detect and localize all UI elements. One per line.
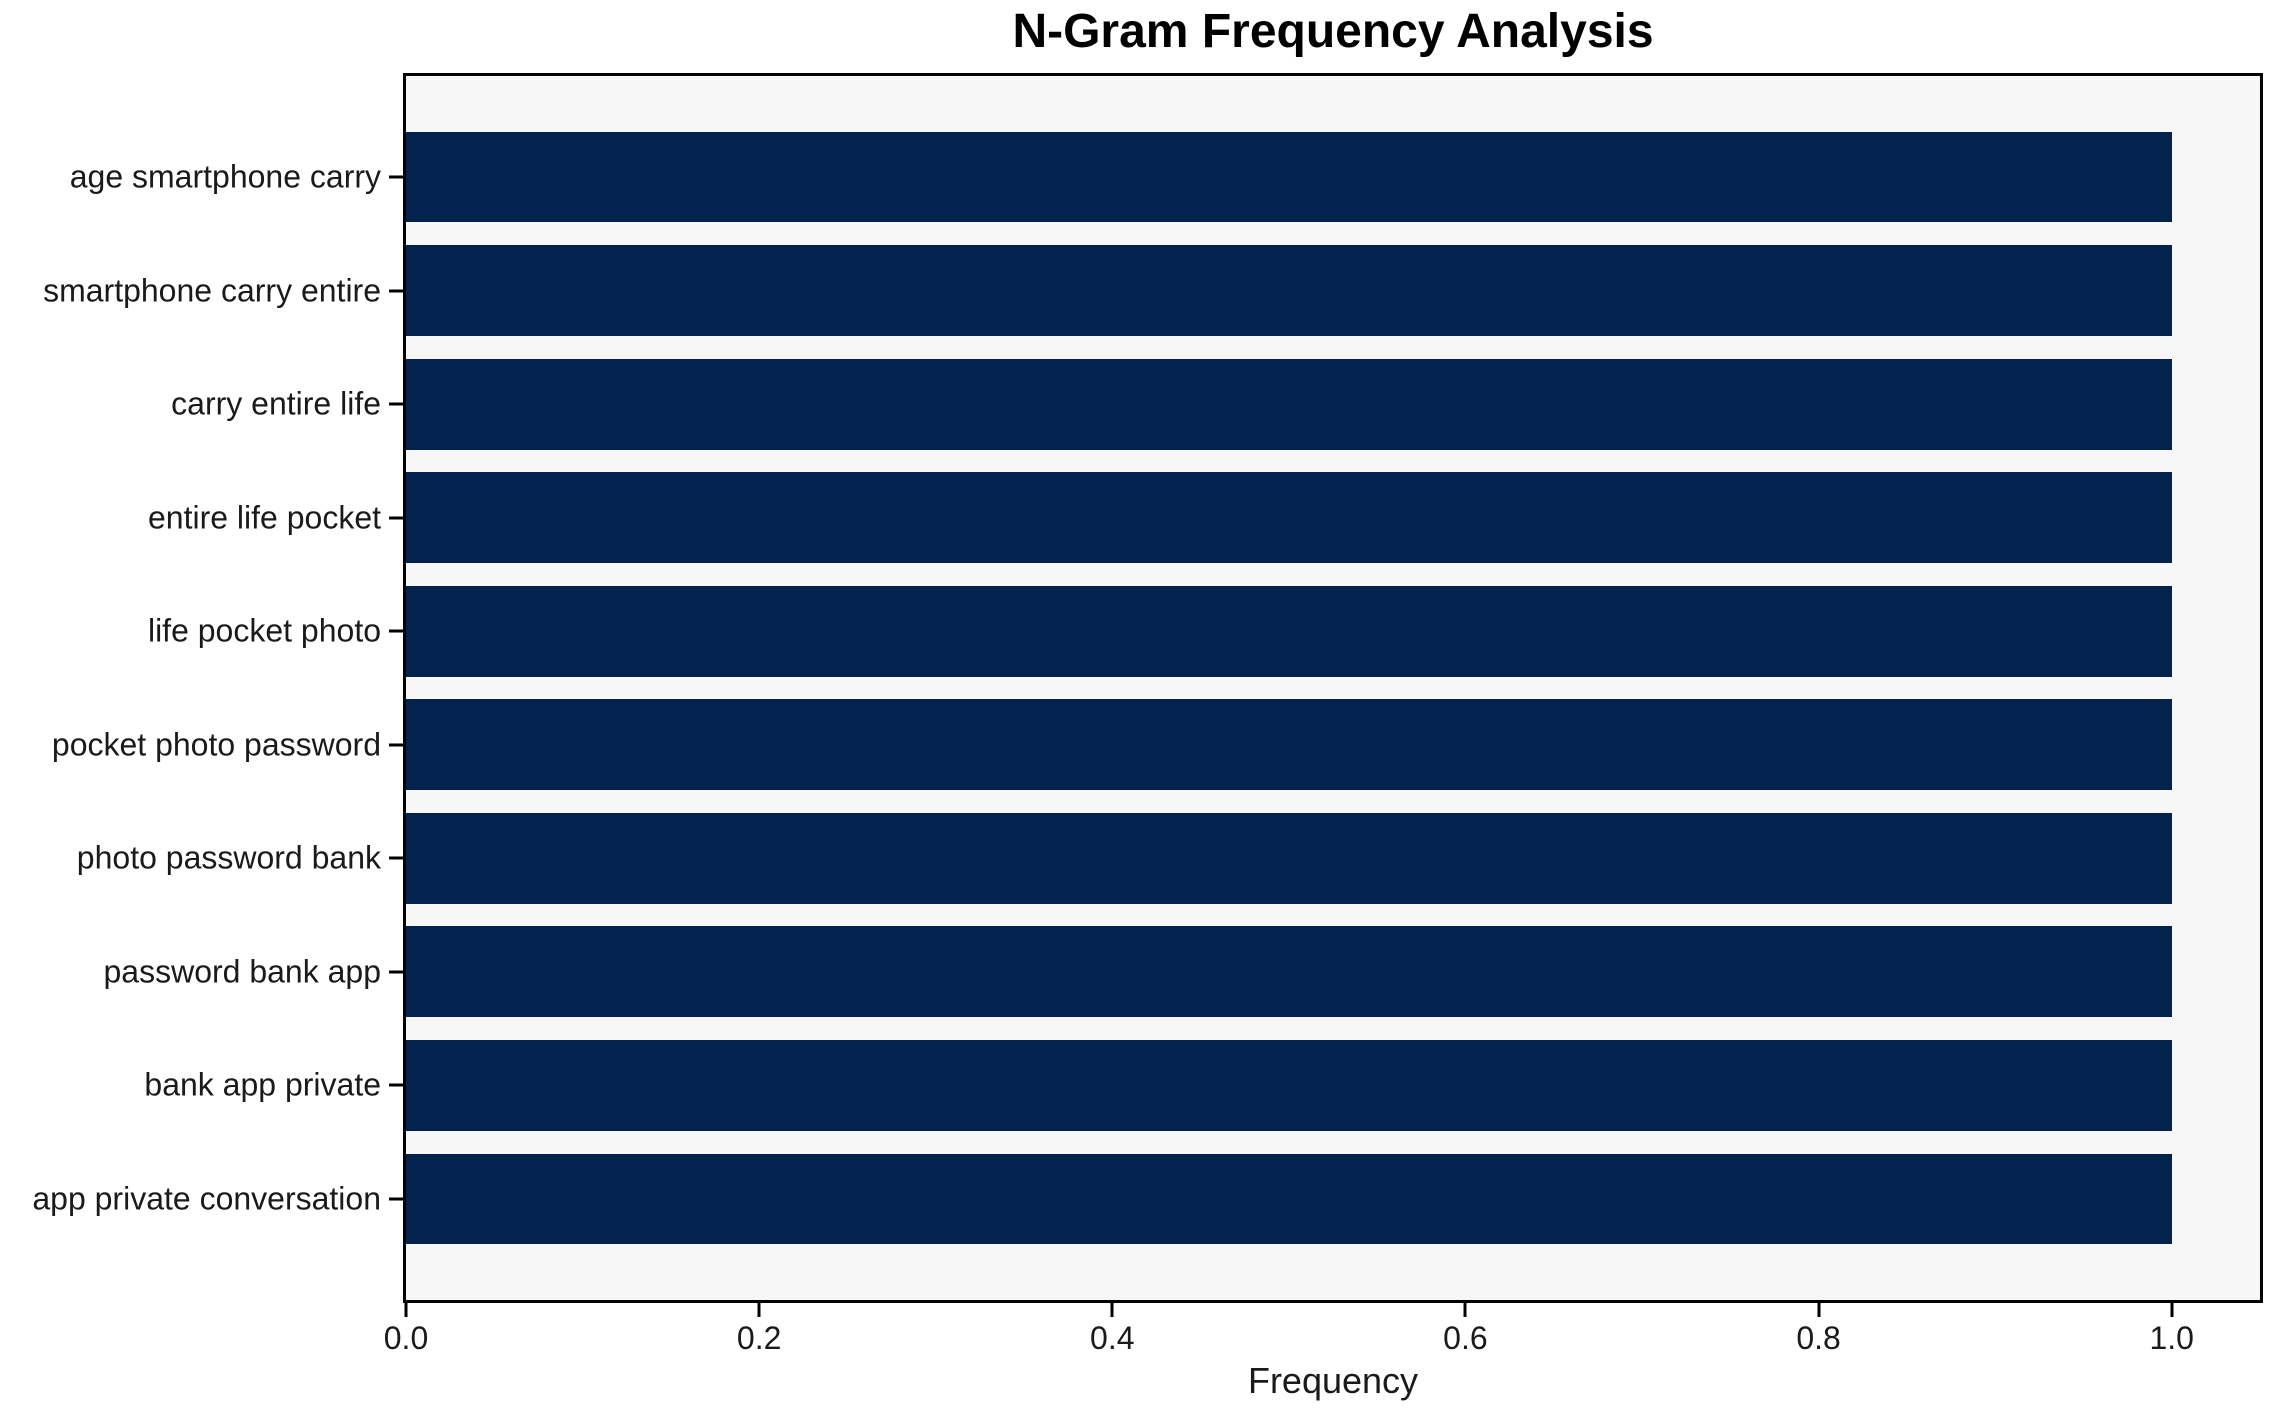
y-tick-mark [389, 1197, 403, 1201]
bar [406, 472, 2172, 564]
y-tick-mark [389, 175, 403, 179]
y-tick-label: life pocket photo [147, 612, 381, 649]
x-tick-label: 0.0 [383, 1320, 429, 1356]
x-axis-label: Frequency [1247, 1360, 1419, 1401]
x-tick-mark [1817, 1303, 1821, 1317]
y-tick-mark [389, 856, 403, 860]
y-tick-label: bank app private [144, 1066, 381, 1103]
y-tick-label: photo password bank [76, 839, 381, 876]
x-tick-mark [757, 1303, 761, 1317]
bar [406, 1153, 2172, 1245]
x-tick-mark [1110, 1303, 1114, 1317]
bar [406, 926, 2172, 1018]
y-tick-mark [389, 629, 403, 633]
x-tick-mark [2170, 1303, 2174, 1317]
x-tick-label: 0.6 [1443, 1320, 1488, 1356]
x-tick-label: 0.4 [1090, 1320, 1135, 1356]
plot-area [403, 73, 2263, 1303]
x-tick-label: 0.2 [736, 1320, 782, 1356]
x-tick-label: 0.8 [1796, 1320, 1841, 1356]
y-tick-label: carry entire life [171, 385, 381, 422]
y-tick-label: pocket photo password [51, 726, 381, 763]
bar [406, 131, 2172, 223]
bar [406, 699, 2172, 791]
y-tick-mark [389, 743, 403, 747]
bar [406, 245, 2172, 336]
bar [406, 1039, 2172, 1131]
y-tick-label: smartphone carry entire [43, 272, 381, 309]
y-tick-label: app private conversation [32, 1180, 381, 1217]
bar [406, 812, 2172, 904]
x-tick-mark [1463, 1303, 1467, 1317]
y-tick-mark [389, 970, 403, 974]
chart-title: N-Gram Frequency Analysis [1012, 5, 1654, 58]
bar [406, 358, 2172, 450]
y-tick-label: password bank app [103, 953, 381, 990]
y-tick-mark [389, 402, 403, 406]
y-tick-mark [389, 289, 403, 293]
bar [406, 585, 2172, 677]
y-tick-mark [389, 516, 403, 520]
x-tick-mark [404, 1303, 408, 1317]
y-tick-label: entire life pocket [147, 499, 381, 536]
y-tick-mark [389, 1083, 403, 1087]
y-tick-label: age smartphone carry [69, 158, 381, 195]
x-tick-label: 1.0 [2149, 1320, 2194, 1356]
